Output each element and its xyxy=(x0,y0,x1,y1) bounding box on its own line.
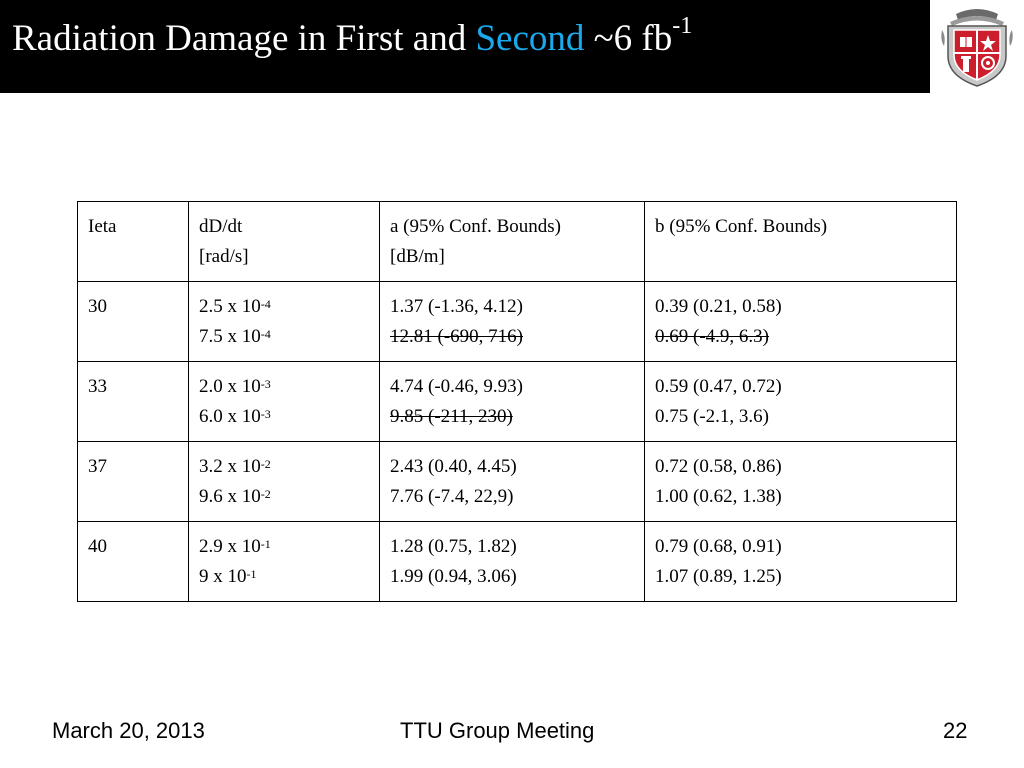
header-unit: [dB/m] xyxy=(390,246,445,267)
header-unit: [rad/s] xyxy=(199,246,249,267)
header-text: b (95% Conf. Bounds) xyxy=(655,216,828,237)
header-cell-dose-rate: dD/dt [rad/s] xyxy=(188,201,380,282)
ieta-cell: 33 xyxy=(77,361,189,442)
a-cell: 2.43 (0.40, 4.45) 7.76 (-7.4, 22,9) xyxy=(379,441,645,522)
dose-rate-value: 9 x 10-1 xyxy=(199,566,257,587)
b-value: 0.39 (0.21, 0.58) xyxy=(655,296,782,317)
header-cell-b: b (95% Conf. Bounds) xyxy=(644,201,957,282)
a-cell: 1.28 (0.75, 1.82) 1.99 (0.94, 3.06) xyxy=(379,521,645,602)
ieta-cell: 30 xyxy=(77,281,189,362)
ieta-value: 40 xyxy=(88,536,107,557)
b-value: 0.59 (0.47, 0.72) xyxy=(655,376,782,397)
dose-rate-value: 7.5 x 10-4 xyxy=(199,326,271,347)
ieta-value: 37 xyxy=(88,456,107,477)
dose-rate-value: 2.0 x 10-3 xyxy=(199,376,271,397)
b-cell: 0.72 (0.58, 0.86) 1.00 (0.62, 1.38) xyxy=(644,441,957,522)
b-value-struck: 0.69 (-4.9, 6.3) xyxy=(655,326,769,347)
title-part-2: ~6 fb xyxy=(584,18,673,59)
a-cell: 4.74 (-0.46, 9.93) 9.85 (-211, 230) xyxy=(379,361,645,442)
b-value: 1.00 (0.62, 1.38) xyxy=(655,486,782,507)
footer-meeting-name: TTU Group Meeting xyxy=(400,718,595,743)
table-row: 37 3.2 x 10-2 9.6 x 10-2 2.43 (0.40, 4.4… xyxy=(77,441,957,522)
ieta-cell: 37 xyxy=(77,441,189,522)
table-header-row: Ieta dD/dt [rad/s] a (95% Conf. Bounds) … xyxy=(77,201,957,282)
b-cell: 0.39 (0.21, 0.58) 0.69 (-4.9, 6.3) xyxy=(644,281,957,362)
header-text: a (95% Conf. Bounds) xyxy=(390,216,561,237)
a-value: 2.43 (0.40, 4.45) xyxy=(390,456,517,477)
header-cell-ieta: Ieta xyxy=(77,201,189,282)
dose-rate-value: 2.9 x 10-1 xyxy=(199,536,271,557)
header-text: dD/dt xyxy=(199,216,243,237)
a-value: 1.99 (0.94, 3.06) xyxy=(390,566,517,587)
dose-rate-cell: 3.2 x 10-2 9.6 x 10-2 xyxy=(188,441,380,522)
a-value-struck: 12.81 (-690, 716) xyxy=(390,326,523,347)
title-superscript: -1 xyxy=(672,13,693,39)
table-row: 30 2.5 x 10-4 7.5 x 10-4 1.37 (-1.36, 4.… xyxy=(77,281,957,362)
dose-rate-value: 6.0 x 10-3 xyxy=(199,406,271,427)
dose-rate-value: 2.5 x 10-4 xyxy=(199,296,271,317)
b-value: 1.07 (0.89, 1.25) xyxy=(655,566,782,587)
ieta-value: 30 xyxy=(88,296,107,317)
a-value-struck: 9.85 (-211, 230) xyxy=(390,406,513,427)
table-row: 33 2.0 x 10-3 6.0 x 10-3 4.74 (-0.46, 9.… xyxy=(77,361,957,442)
table-row: 40 2.9 x 10-1 9 x 10-1 1.28 (0.75, 1.82)… xyxy=(77,521,957,602)
a-value: 1.28 (0.75, 1.82) xyxy=(390,536,517,557)
dose-rate-value: 3.2 x 10-2 xyxy=(199,456,271,477)
ieta-value: 33 xyxy=(88,376,107,397)
title-part-1: Radiation Damage in First and xyxy=(12,18,476,59)
header-text: Ieta xyxy=(88,216,117,237)
university-shield-icon xyxy=(936,6,1018,88)
a-value: 4.74 (-0.46, 9.93) xyxy=(390,376,523,397)
dose-rate-cell: 2.0 x 10-3 6.0 x 10-3 xyxy=(188,361,380,442)
footer-date: March 20, 2013 xyxy=(52,718,205,743)
page-number: 22 xyxy=(943,718,968,743)
slide-title: Radiation Damage in First and Second ~6 … xyxy=(12,14,692,59)
a-cell: 1.37 (-1.36, 4.12) 12.81 (-690, 716) xyxy=(379,281,645,362)
b-cell: 0.79 (0.68, 0.91) 1.07 (0.89, 1.25) xyxy=(644,521,957,602)
a-value: 7.76 (-7.4, 22,9) xyxy=(390,486,514,507)
b-value: 0.72 (0.58, 0.86) xyxy=(655,456,782,477)
data-table: Ieta dD/dt [rad/s] a (95% Conf. Bounds) … xyxy=(77,201,957,602)
a-value: 1.37 (-1.36, 4.12) xyxy=(390,296,523,317)
header-cell-a: a (95% Conf. Bounds) [dB/m] xyxy=(379,201,645,282)
b-cell: 0.59 (0.47, 0.72) 0.75 (-2.1, 3.6) xyxy=(644,361,957,442)
title-accent-word: Second xyxy=(475,18,585,59)
dose-rate-cell: 2.5 x 10-4 7.5 x 10-4 xyxy=(188,281,380,362)
ieta-cell: 40 xyxy=(77,521,189,602)
dose-rate-value: 9.6 x 10-2 xyxy=(199,486,271,507)
b-value: 0.79 (0.68, 0.91) xyxy=(655,536,782,557)
title-bar: Radiation Damage in First and Second ~6 … xyxy=(0,0,930,93)
b-value: 0.75 (-2.1, 3.6) xyxy=(655,406,769,427)
dose-rate-cell: 2.9 x 10-1 9 x 10-1 xyxy=(188,521,380,602)
